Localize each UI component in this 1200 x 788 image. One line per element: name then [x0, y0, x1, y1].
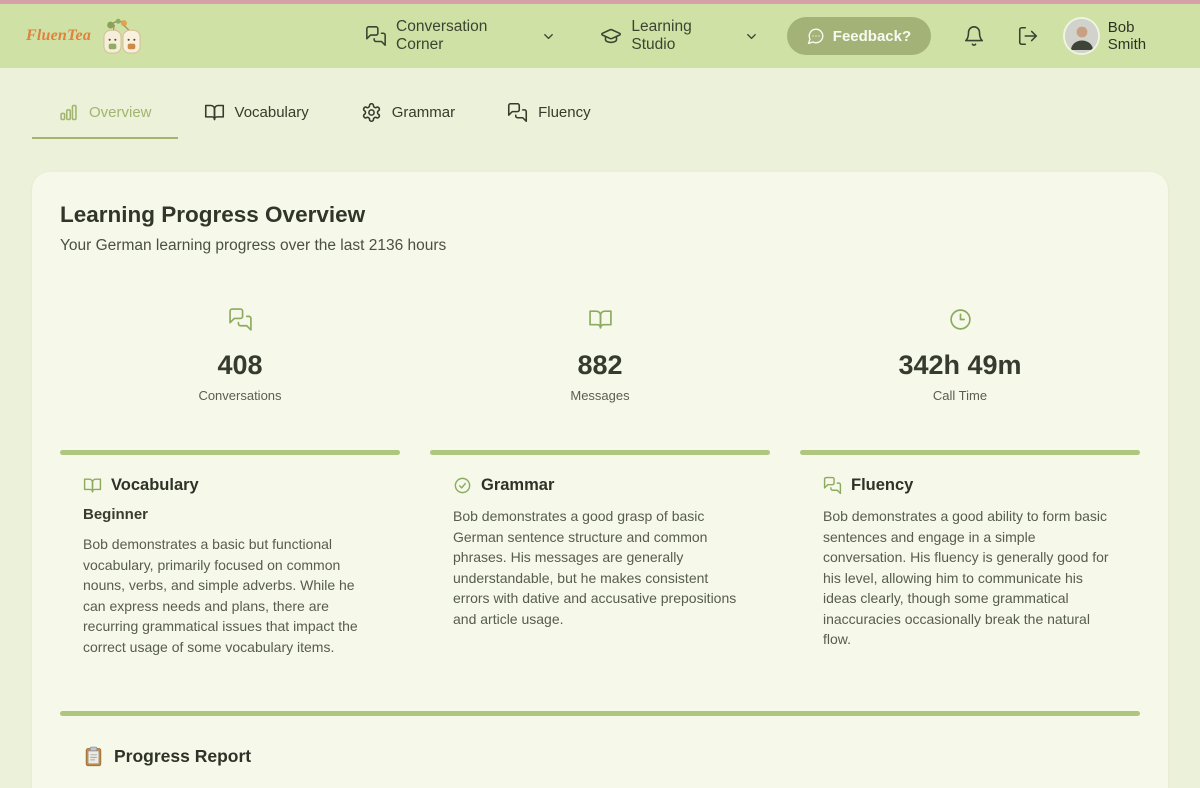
page-title: Learning Progress Overview [60, 202, 366, 227]
avatar [1065, 19, 1098, 53]
tab-label: Overview [89, 104, 152, 121]
vocabulary-card: Vocabulary Beginner Bob demonstrates a b… [60, 450, 400, 681]
skill-description: Bob demonstrates a good ability to form … [823, 508, 1109, 648]
logout-icon [1017, 25, 1039, 47]
stat-value: 342h 49m [898, 350, 1022, 380]
top-nav: FluenTea [0, 4, 1200, 68]
tab-grammar[interactable]: Grammar [335, 90, 481, 139]
stats-row: 408 Conversations 882 Messages 342h 49m … [60, 307, 1140, 403]
menu-learning-studio[interactable]: Learning Studio [600, 18, 758, 54]
menu-conversation-corner[interactable]: Conversation Corner [365, 18, 556, 54]
chat-bubbles-icon [228, 307, 253, 332]
nav-menus: Conversation Corner Learning Studio [365, 18, 759, 54]
top-accent-strip [0, 0, 1200, 4]
stat-conversations: 408 Conversations [60, 307, 420, 403]
skill-description: Bob demonstrates a basic but functional … [83, 536, 358, 655]
feedback-label: Feedback? [832, 27, 912, 45]
menu-label: Learning Studio [631, 18, 692, 53]
skill-title: Vocabulary [111, 476, 199, 494]
fluency-card: Fluency Bob demonstrates a good ability … [800, 450, 1140, 681]
book-open-icon [588, 307, 613, 332]
stat-label: Conversations [198, 388, 282, 403]
logout-button[interactable] [1017, 25, 1039, 47]
tea-bags-mascot-icon [101, 17, 143, 55]
bar-chart-icon [58, 102, 79, 123]
notifications-button[interactable] [963, 25, 985, 47]
chevron-down-icon [744, 29, 759, 44]
user-name: Bob Smith [1107, 19, 1147, 53]
card-top-accent [60, 711, 1140, 717]
book-open-icon [204, 102, 225, 123]
page-subtitle: Your German learning progress over the l… [60, 237, 447, 254]
tab-label: Grammar [391, 104, 456, 121]
progress-report-section: Progress Report [60, 711, 1140, 767]
tab-label: Fluency [538, 104, 591, 121]
tab-vocabulary[interactable]: Vocabulary [178, 90, 335, 139]
graduation-cap-icon [600, 25, 622, 47]
book-open-icon [83, 476, 102, 495]
stat-label: Call Time [932, 388, 988, 403]
stat-messages: 882 Messages [420, 307, 780, 403]
card-top-accent [800, 450, 1140, 455]
skill-title: Fluency [851, 476, 914, 494]
chevron-down-icon [541, 29, 556, 44]
stat-value: 408 [217, 350, 263, 380]
bell-icon [963, 25, 985, 47]
tab-overview[interactable]: Overview [32, 90, 178, 139]
check-circle-icon [453, 476, 472, 495]
section-tabs: Overview Vocabulary Grammar Fluency [0, 90, 1200, 139]
overview-panel: Learning Progress Overview Your German l… [32, 172, 1168, 788]
feedback-button[interactable]: Feedback? [786, 17, 932, 55]
grammar-card: Grammar Bob demonstrates a good grasp of… [430, 450, 770, 681]
stat-value: 882 [577, 350, 623, 380]
chat-bubbles-icon [365, 25, 387, 47]
skill-level: Beginner [83, 506, 149, 523]
clock-icon [948, 307, 973, 332]
chat-bubbles-icon [823, 476, 842, 495]
card-top-accent [430, 450, 770, 455]
tab-label: Vocabulary [234, 104, 309, 121]
gear-icon [361, 102, 382, 123]
skill-description: Bob demonstrates a good grasp of basic G… [453, 508, 737, 627]
brand-name: FluenTea [26, 27, 92, 44]
brand-logo[interactable]: FluenTea [26, 17, 143, 55]
menu-label: Conversation Corner [396, 18, 488, 53]
user-menu[interactable]: Bob Smith [1065, 19, 1174, 53]
skill-title: Grammar [481, 476, 555, 494]
stat-label: Messages [570, 388, 630, 403]
report-title: Progress Report [114, 746, 252, 767]
chat-bubbles-icon [507, 102, 528, 123]
card-top-accent [60, 450, 400, 455]
skill-cards-row: Vocabulary Beginner Bob demonstrates a b… [60, 450, 1140, 681]
clipboard-icon [83, 746, 104, 767]
speech-bubble-dots-icon [807, 27, 825, 45]
tab-fluency[interactable]: Fluency [481, 90, 617, 139]
stat-call-time: 342h 49m Call Time [780, 307, 1140, 403]
